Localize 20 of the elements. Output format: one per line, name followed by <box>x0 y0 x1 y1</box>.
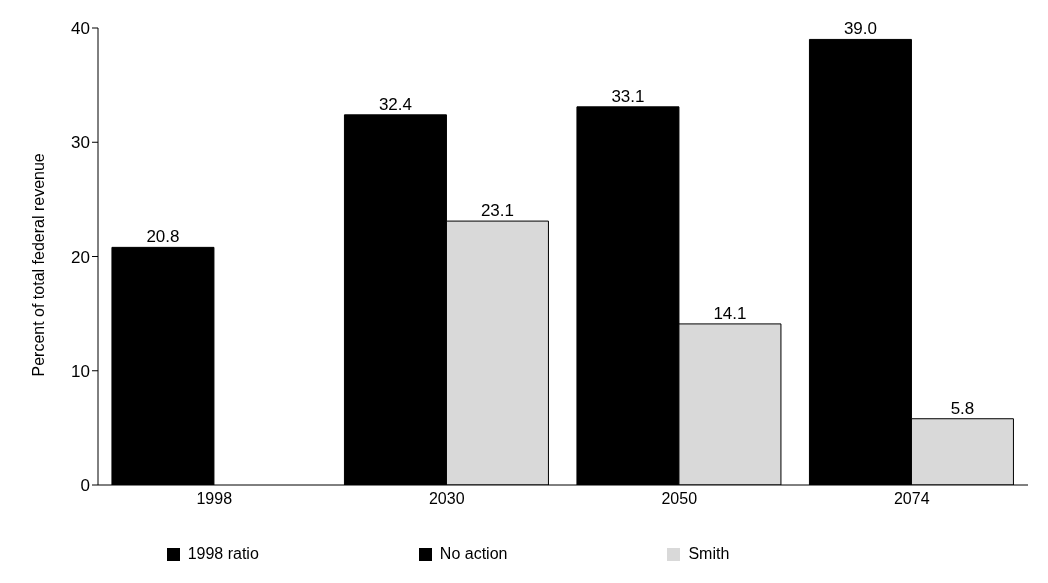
y-tick-label: 20 <box>71 247 90 267</box>
legend-label: Smith <box>688 545 730 562</box>
y-tick-label: 30 <box>71 133 90 153</box>
y-tick-label: 40 <box>71 19 90 39</box>
legend-label: No action <box>439 545 508 562</box>
x-tick-label: 1998 <box>196 490 233 508</box>
x-tick-label: 2074 <box>893 490 930 508</box>
data-label: 32.4 <box>378 94 412 114</box>
data-label: 23.1 <box>480 201 514 221</box>
data-label: 5.8 <box>950 398 975 418</box>
legend-label: 1998 ratio <box>187 545 259 562</box>
data-label: 33.1 <box>611 86 645 106</box>
data-label: 39.0 <box>843 19 877 39</box>
y-axis-title: Percent of total federal revenue <box>29 153 47 377</box>
y-tick-label: 0 <box>80 476 90 496</box>
data-label: 20.8 <box>146 227 180 247</box>
data-label: 14.1 <box>713 303 747 323</box>
y-tick-label: 10 <box>71 361 90 381</box>
x-tick-label: 2030 <box>428 490 465 508</box>
x-tick-label: 2050 <box>661 490 698 508</box>
